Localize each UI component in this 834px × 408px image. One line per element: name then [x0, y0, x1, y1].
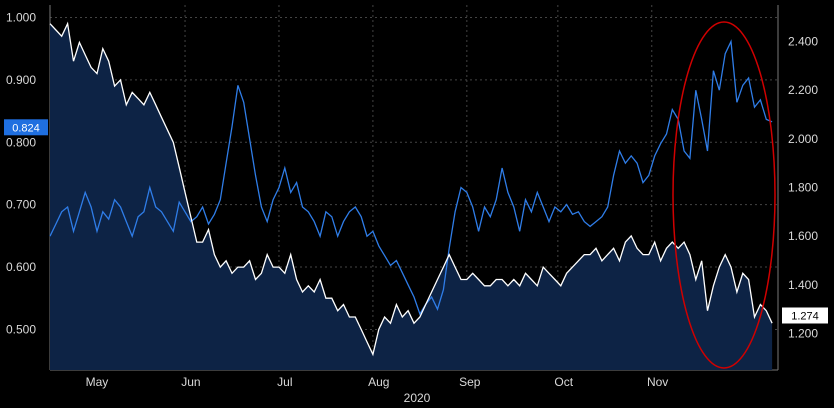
white-series-line: [49, 21, 773, 357]
left-tick-label: 0.700: [6, 198, 36, 212]
right-badge-text: 1.274: [791, 310, 819, 322]
left-tick-label: 0.800: [6, 135, 36, 149]
left-badge-bg: [4, 119, 48, 136]
right-tick-label: 2.200: [788, 83, 818, 97]
right-badge-bg: [782, 307, 828, 324]
left-last-value-badge: 0.824: [4, 119, 48, 136]
right-tick-label: 2.000: [788, 132, 818, 146]
month-label: Jul: [277, 375, 292, 389]
red-annotation-ellipse: [672, 21, 776, 369]
month-label: Sep: [459, 375, 481, 389]
month-label: Aug: [368, 375, 389, 389]
right-tick-label: 1.400: [788, 278, 818, 292]
left-axis-ticks: 1.000 0.900 0.800 0.700 0.600 0.500: [6, 10, 36, 336]
left-tick-label: 0.500: [6, 322, 36, 336]
x-axis-year-label: 2020: [404, 391, 431, 405]
right-axis-ticks: 2.400 2.200 2.000 1.800 1.600 1.400 1.200: [788, 35, 818, 341]
area-fill-under-white-series: [50, 23, 773, 370]
month-label: Nov: [647, 375, 668, 389]
right-tick-label: 1.200: [788, 327, 818, 341]
left-badge-text: 0.824: [12, 122, 40, 134]
left-tick-label: 1.000: [6, 10, 36, 24]
left-tick-label: 0.600: [6, 260, 36, 274]
x-axis-month-labels: May Jun Jul Aug Sep Oct Nov: [86, 375, 669, 389]
month-label: Jun: [181, 375, 200, 389]
month-label: May: [86, 375, 109, 389]
left-tick-label: 0.900: [6, 73, 36, 87]
right-tick-label: 2.400: [788, 35, 818, 49]
month-label: Oct: [554, 375, 573, 389]
right-tick-label: 1.800: [788, 181, 818, 195]
right-tick-label: 1.600: [788, 229, 818, 243]
right-last-value-badge: 1.274: [782, 307, 828, 324]
blue-series-line: [49, 39, 773, 316]
